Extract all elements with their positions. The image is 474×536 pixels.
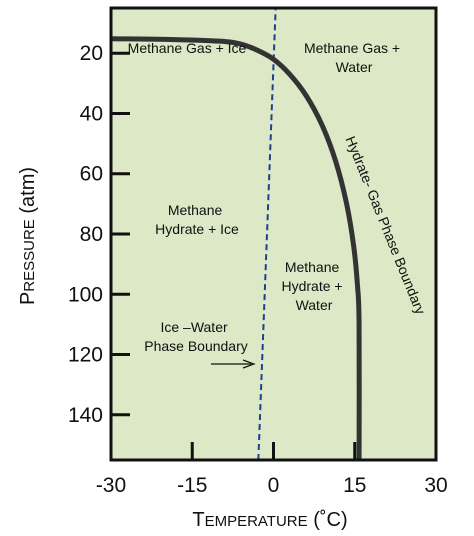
y-tick-label: 80 (80, 223, 103, 246)
x-tick-label: 0 (268, 474, 280, 497)
ice-water-phase-boundary-line (257, 7, 277, 461)
x-tick-label: 15 (343, 474, 366, 497)
y-tick-label: 60 (80, 163, 103, 186)
y-tick-label: 40 (80, 102, 103, 125)
region-line: Methane Gas + Ice (128, 40, 247, 56)
x-axis-title: TEMPERATURE (˚C) (192, 509, 347, 531)
y-tick-label: 120 (68, 344, 103, 367)
region-label-methane-hydrate-water: Methane Hydrate + Water (282, 259, 347, 313)
region-line: Methane (168, 202, 223, 218)
x-tick-label: -15 (177, 474, 207, 497)
y-tick-label: 100 (68, 283, 103, 306)
x-tick-label: -30 (96, 474, 126, 497)
region-label-methane-gas-water: Methane Gas + Water (304, 40, 404, 75)
region-line: Water (296, 297, 333, 313)
x-tick-label: 30 (424, 474, 447, 497)
plot-frame (109, 6, 438, 462)
x-ticks: -30 -15 0 15 30 (96, 442, 448, 497)
y-tick-label: 140 (68, 404, 103, 427)
y-axis-title: PRESSURE (atm) (17, 167, 39, 305)
region-line: Water (336, 59, 373, 75)
plot-background (111, 8, 436, 460)
region-line: Methane Gas + (304, 40, 400, 56)
region-label-methane-hydrate-ice: Methane Hydrate + Ice (155, 202, 239, 237)
y-tick-label: 20 (80, 42, 103, 65)
region-line: Methane (285, 259, 340, 275)
boundary-label-line: Phase Boundary (144, 338, 248, 354)
region-label-methane-gas-ice: Methane Gas + Ice (128, 40, 247, 56)
arrow-icon (211, 359, 256, 369)
region-line: Hydrate + Ice (155, 221, 239, 237)
y-ticks: 20 40 60 80 100 120 140 (68, 42, 130, 427)
region-line: Hydrate + (282, 278, 343, 294)
ice-water-boundary-label: Ice –Water Phase Boundary (144, 319, 248, 354)
hydrate-gas-phase-boundary-curve (110, 36, 362, 461)
boundary-label-line: Ice –Water (160, 319, 228, 335)
